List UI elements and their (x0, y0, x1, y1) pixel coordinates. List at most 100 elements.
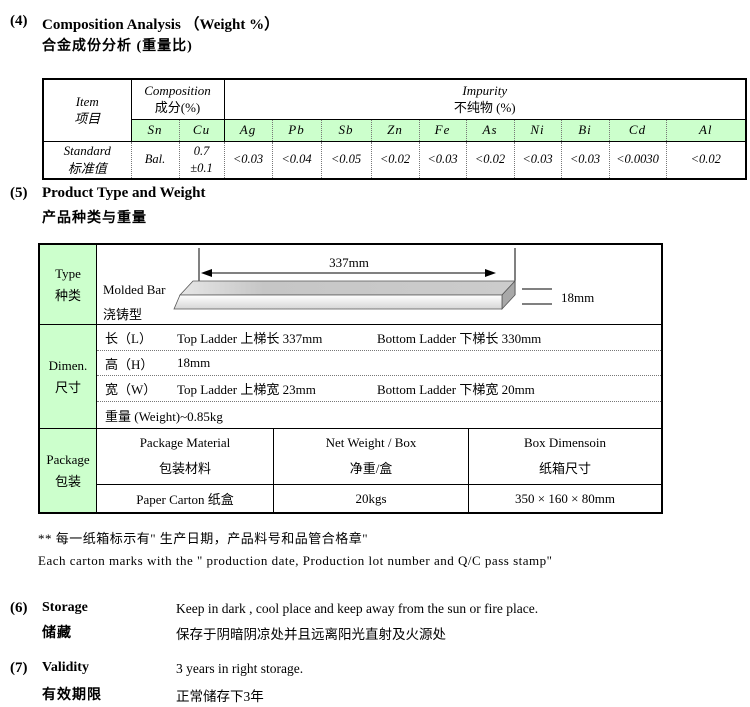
section7-desc-cn: 正常储存下3年 (176, 689, 264, 704)
composition-table: Item 项目 Composition 成分(%) Impurity 不纯物 (… (42, 78, 747, 180)
type-label-cell: Type 种类 (40, 245, 97, 324)
box-dimension-header-cn: 纸箱尺寸 (538, 461, 591, 476)
dim-width-spec1: Top Ladder 上梯宽 23mm (177, 382, 316, 397)
item-header-cell: Item 项目 (43, 78, 131, 141)
value-cu-line1: 0.7 (193, 143, 210, 158)
net-weight-header-cn: 净重/盒 (349, 461, 393, 476)
dimension-label-cell: Dimen. 尺寸 (40, 325, 97, 428)
element-header-sb: Sb (320, 118, 371, 141)
bar-top-face (179, 280, 516, 296)
bar-drawing: 337mm 18mm (173, 248, 594, 311)
element-header-cd: Cd (608, 118, 666, 141)
dimension-label-cn: 尺寸 (54, 379, 81, 395)
section4-title: Composition Analysis （Weight %） (42, 17, 280, 33)
element-header-cu: Cu (178, 118, 224, 141)
dim-width-row: 宽（W） Top Ladder 上梯宽 23mm Bottom Ladder 下… (97, 376, 661, 402)
value-al: <0.02 (665, 140, 746, 179)
dim-width-label: 宽（W） (105, 382, 157, 397)
arrowhead-left-icon (201, 269, 212, 277)
height-dimension-label: 18mm (561, 290, 594, 305)
section6-title: Storage (42, 600, 88, 615)
element-header-fe: Fe (418, 118, 466, 141)
package-material-header-en: Package Material (139, 435, 231, 450)
value-cd: <0.0030 (608, 140, 666, 179)
package-label-cell: Package 包装 (40, 429, 97, 512)
box-dimension-value: 350 × 160 × 80mm (468, 485, 661, 512)
section4-title-cn: 合金成份分析 (重量比) (42, 39, 193, 54)
composition-header-cell: Composition 成分(%) (130, 78, 224, 119)
section6-title-cn: 储藏 (42, 626, 72, 641)
value-sn: Bal. (130, 140, 179, 179)
dimension-content-cell: 长（L） Top Ladder 上梯长 337mm Bottom Ladder … (97, 325, 661, 428)
package-material-value: Paper Carton 纸盒 (136, 492, 234, 507)
impurity-header-cell: Impurity 不纯物 (%) (223, 78, 746, 119)
section5-title-cn: 产品种类与重量 (42, 211, 147, 226)
value-as: <0.02 (465, 140, 514, 179)
net-weight-header: Net Weight / Box 净重/盒 (273, 429, 468, 484)
element-header-pb: Pb (271, 118, 321, 141)
box-dimension-header: Box Dimensoin 纸箱尺寸 (468, 429, 661, 484)
dimension-label-en: Dimen. (48, 357, 88, 373)
value-ag: <0.03 (223, 140, 272, 179)
impurity-header-cn: 不纯物 (%) (453, 100, 516, 116)
section6-desc-cn: 保存于阴暗阴凉处并且远离阳光直射及火源处 (176, 627, 446, 642)
dim-length-spec1: Top Ladder 上梯长 337mm (177, 331, 323, 346)
standard-label-en: Standard (63, 143, 111, 159)
standard-row-label: Standard 标准值 (43, 140, 131, 179)
item-header-cn: 项目 (74, 111, 101, 127)
dim-height-spec1: 18mm (177, 355, 211, 370)
composition-header-en: Composition (144, 82, 211, 98)
section7-title: Validity (42, 660, 89, 675)
composition-header-cn: 成分(%) (154, 100, 201, 116)
element-header-zn: Zn (370, 118, 419, 141)
section6-number: (6) (10, 600, 28, 616)
package-header-row: Package Material 包装材料 Net Weight / Box 净… (97, 429, 661, 484)
package-label-en: Package (46, 451, 90, 467)
type-label-en: Type (55, 265, 81, 281)
dim-height-row: 高（H） 18mm (97, 351, 661, 376)
value-zn: <0.02 (370, 140, 419, 179)
product-table: Type 种类 (38, 243, 663, 514)
dim-weight-row: 重量 (Weight)~0.85kg (97, 402, 661, 428)
value-ni: <0.03 (513, 140, 561, 179)
value-sb: <0.05 (320, 140, 371, 179)
package-material-header: Package Material 包装材料 (97, 429, 273, 484)
item-header-en: Item (75, 93, 99, 109)
bar-front-face (173, 294, 503, 310)
dimension-row: Dimen. 尺寸 长（L） Top Ladder 上梯长 337mm Bott… (40, 324, 661, 428)
section6-desc-en: Keep in dark , cool place and keep away … (176, 601, 539, 616)
section5-number: (5) (10, 185, 28, 201)
net-weight-value: 20kgs (273, 485, 468, 512)
type-value-cn: 浇铸型 (103, 307, 143, 322)
element-header-sn: Sn (130, 118, 179, 141)
value-bi: <0.03 (560, 140, 609, 179)
section7-number: (7) (10, 660, 28, 676)
value-cu-line2: ±0.1 (190, 160, 213, 175)
length-dimension-label: 337mm (329, 255, 369, 270)
element-header-bi: Bi (560, 118, 609, 141)
package-material-header-cn: 包装材料 (158, 461, 211, 476)
dim-length-spec2: Bottom Ladder 下梯长 330mm (377, 331, 542, 346)
impurity-header-en: Impurity (462, 82, 508, 98)
arrowhead-right-icon (485, 269, 496, 277)
section7-title-cn: 有效期限 (42, 688, 102, 703)
section7-desc-en: 3 years in right storage. (176, 661, 304, 676)
net-weight-header-en: Net Weight / Box (325, 435, 417, 450)
package-label-cn: 包装 (54, 473, 81, 489)
element-header-ni: Ni (513, 118, 561, 141)
box-dimension-header-en: Box Dimensoin (524, 435, 606, 450)
value-fe: <0.03 (418, 140, 466, 179)
section4-number: (4) (10, 13, 28, 29)
section5-title: Product Type and Weight (42, 185, 206, 201)
dim-length-row: 长（L） Top Ladder 上梯长 337mm Bottom Ladder … (97, 325, 661, 351)
value-pb: <0.04 (271, 140, 321, 179)
type-value-en: Molded Bar (103, 282, 166, 297)
dim-length-label: 长（L） (105, 331, 152, 346)
standard-label-cn: 标准值 (67, 160, 107, 176)
dim-width-spec2: Bottom Ladder 下梯宽 20mm (377, 382, 535, 397)
package-content-cell: Package Material 包装材料 Net Weight / Box 净… (97, 429, 661, 512)
dim-height-label: 高（H） (105, 356, 154, 372)
type-content-cell: 337mm 18mm Molded Bar 浇铸型 (97, 245, 661, 324)
carton-note-cn: ** 每一纸箱标示有" 生产日期，产品料号和品管合格章" (38, 531, 369, 546)
